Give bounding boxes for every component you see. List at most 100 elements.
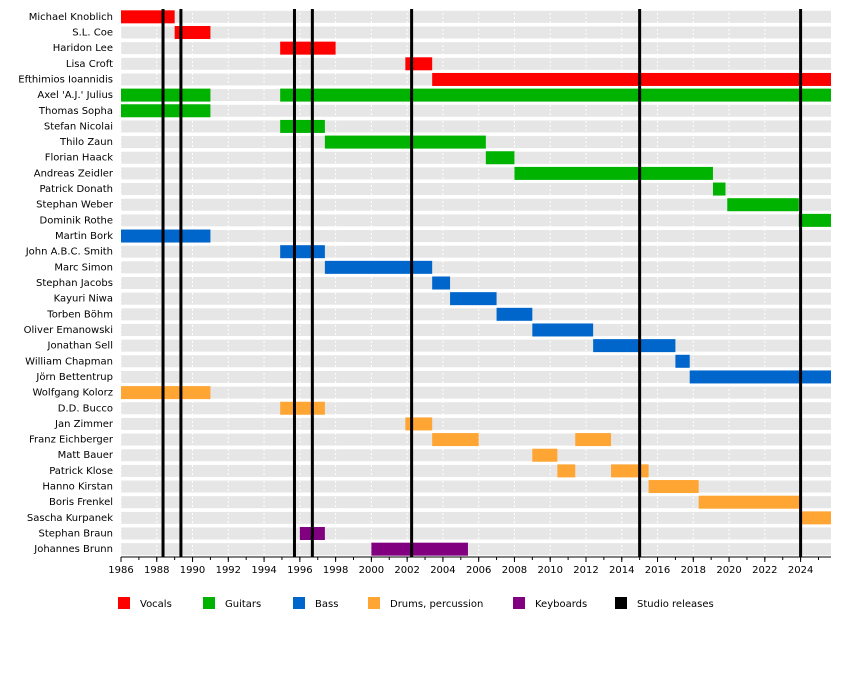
membership-bar bbox=[280, 119, 325, 133]
row-band bbox=[121, 26, 831, 39]
member-name: Stephan Weber bbox=[36, 200, 114, 211]
member-name: Stephan Jacobs bbox=[36, 278, 113, 289]
member-name: William Chapman bbox=[25, 356, 113, 367]
member-name: Hanno Kirstan bbox=[42, 482, 113, 493]
membership-bar bbox=[121, 10, 175, 24]
row-band bbox=[121, 323, 831, 336]
membership-bar bbox=[280, 41, 336, 55]
membership-bar bbox=[371, 542, 468, 556]
member-name: Martin Bork bbox=[55, 231, 113, 242]
x-tick-label: 1994 bbox=[251, 565, 276, 576]
membership-bar bbox=[324, 260, 433, 274]
membership-bar bbox=[800, 511, 831, 525]
membership-bar bbox=[280, 245, 325, 259]
member-name: Stephan Braun bbox=[38, 529, 113, 540]
x-tick-label: 1998 bbox=[323, 565, 348, 576]
member-name: Marc Simon bbox=[54, 262, 113, 273]
member-name: Oliver Emanowski bbox=[24, 325, 113, 336]
legend-swatch bbox=[513, 597, 525, 609]
row-band bbox=[121, 511, 831, 524]
row-band bbox=[121, 230, 831, 243]
member-name: Efthimios Ioannidis bbox=[18, 74, 113, 85]
legend-label: Drums, percussion bbox=[390, 599, 483, 610]
member-name: Matt Bauer bbox=[58, 450, 114, 461]
membership-bar bbox=[405, 417, 433, 431]
x-tick-label: 2018 bbox=[681, 565, 706, 576]
membership-bar bbox=[280, 401, 325, 415]
member-name: Axel 'A.J.' Julius bbox=[37, 90, 113, 101]
row-band bbox=[121, 543, 831, 556]
membership-bar bbox=[174, 25, 211, 39]
x-tick-label: 1988 bbox=[144, 565, 169, 576]
membership-bar bbox=[450, 292, 497, 306]
legend-label: Bass bbox=[315, 599, 338, 610]
row-band bbox=[121, 183, 831, 196]
membership-bar bbox=[557, 464, 576, 478]
x-tick-label: 1996 bbox=[287, 565, 312, 576]
row-band bbox=[121, 277, 831, 289]
row-band bbox=[121, 370, 831, 383]
membership-bar bbox=[648, 480, 699, 494]
member-name: S.L. Coe bbox=[72, 27, 113, 38]
member-name: Wolfgang Kolorz bbox=[33, 388, 114, 399]
member-name: D.D. Bucco bbox=[58, 403, 113, 414]
member-name: Patrick Donath bbox=[39, 184, 113, 195]
legend-swatch bbox=[615, 597, 627, 609]
row-band bbox=[121, 245, 831, 258]
legend-label: Keyboards bbox=[535, 599, 587, 610]
legend-label: Guitars bbox=[225, 599, 261, 610]
member-name: Thomas Sopha bbox=[38, 106, 113, 117]
x-tick-label: 2024 bbox=[788, 565, 813, 576]
membership-bar bbox=[798, 213, 831, 227]
row-band bbox=[121, 57, 831, 70]
row-band bbox=[121, 402, 831, 415]
row-band bbox=[121, 355, 831, 368]
legend-swatch bbox=[293, 597, 305, 609]
membership-bar bbox=[485, 151, 515, 165]
membership-bar bbox=[121, 229, 211, 243]
row-band bbox=[121, 339, 831, 352]
row-band bbox=[121, 496, 831, 509]
member-name: Lisa Croft bbox=[66, 59, 113, 70]
membership-bar bbox=[496, 307, 533, 321]
row-band bbox=[121, 480, 831, 493]
member-name: Dominik Rothe bbox=[40, 215, 113, 226]
legend-swatch bbox=[118, 597, 130, 609]
x-tick-label: 2016 bbox=[645, 565, 670, 576]
membership-bar bbox=[698, 495, 801, 509]
member-name: Johannes Brunn bbox=[33, 544, 113, 555]
member-name: Patrick Klose bbox=[49, 466, 113, 477]
x-tick-label: 2010 bbox=[537, 565, 562, 576]
row-band bbox=[121, 449, 831, 462]
member-name: Jan Zimmer bbox=[54, 419, 114, 430]
x-tick-label: 2008 bbox=[502, 565, 527, 576]
member-name: Boris Frenkel bbox=[49, 497, 113, 508]
x-tick-label: 2006 bbox=[466, 565, 491, 576]
x-tick-label: 2014 bbox=[609, 565, 634, 576]
membership-bar bbox=[121, 386, 211, 400]
membership-bar bbox=[593, 339, 676, 353]
x-tick-label: 2012 bbox=[573, 565, 598, 576]
member-name: Sascha Kurpanek bbox=[27, 513, 113, 524]
member-name: Torben Böhm bbox=[46, 309, 113, 320]
membership-bar bbox=[532, 323, 594, 337]
x-tick-label: 1990 bbox=[180, 565, 205, 576]
membership-bar bbox=[280, 88, 831, 102]
row-band bbox=[121, 167, 831, 180]
membership-bar bbox=[532, 448, 558, 462]
membership-bar bbox=[675, 354, 690, 368]
membership-bar bbox=[727, 198, 799, 212]
row-band bbox=[121, 417, 831, 430]
member-name: Haridon Lee bbox=[53, 43, 113, 54]
membership-bar bbox=[712, 182, 726, 196]
legend-swatch bbox=[203, 597, 215, 609]
legend-label: Studio releases bbox=[637, 599, 714, 610]
row-band bbox=[121, 527, 831, 540]
member-name: Franz Eichberger bbox=[29, 435, 114, 446]
row-band bbox=[121, 198, 831, 211]
membership-bar bbox=[432, 72, 831, 86]
membership-bar bbox=[432, 276, 451, 290]
x-tick-label: 2002 bbox=[394, 565, 419, 576]
row-band bbox=[121, 386, 831, 399]
